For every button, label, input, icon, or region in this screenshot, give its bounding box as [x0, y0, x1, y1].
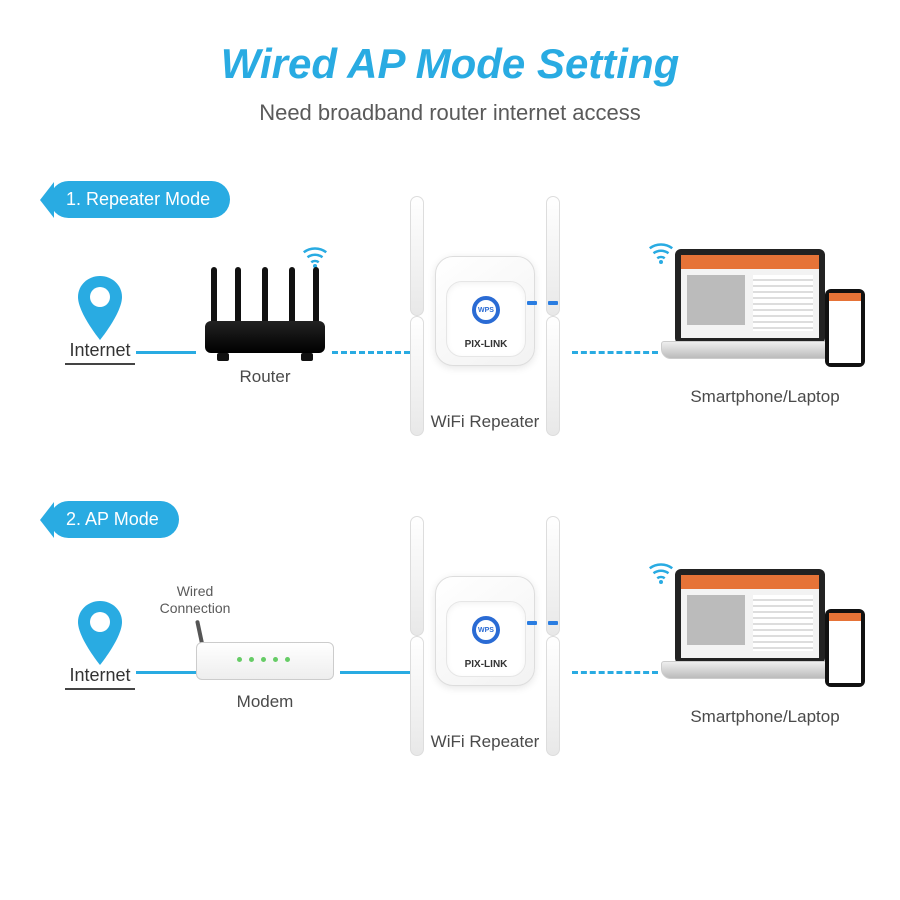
page-subtitle: Need broadband router internet access — [0, 100, 900, 126]
wps-button: WPS — [472, 296, 500, 324]
location-pin-icon — [78, 601, 122, 665]
router-icon — [195, 261, 335, 361]
wps-button: WPS — [472, 616, 500, 644]
internet-node-2: Internet — [55, 601, 145, 690]
modem-icon — [190, 616, 340, 686]
internet-label: Internet — [65, 340, 134, 365]
repeater-node-2: WPS PIX-LINK WiFi Repeater — [395, 536, 575, 752]
mode-badge-1: 1. Repeater Mode — [50, 181, 230, 218]
laptop-phone-icon — [665, 561, 865, 701]
devices-label-2: Smartphone/Laptop — [660, 707, 870, 727]
devices-label: Smartphone/Laptop — [660, 387, 870, 407]
bottom-fade — [0, 820, 900, 900]
repeater-icon: WPS PIX-LINK — [400, 216, 570, 416]
repeater-brand: PIX-LINK — [447, 659, 525, 670]
wired-connection-label: WiredConnection — [150, 583, 240, 617]
router-label: Router — [185, 367, 345, 387]
repeater-icon: WPS PIX-LINK — [400, 536, 570, 736]
modem-node: Modem — [185, 616, 345, 712]
link-repeater-devices — [572, 351, 658, 354]
mode-row-repeater: 1. Repeater Mode Internet Router — [0, 181, 900, 481]
repeater-brand: PIX-LINK — [447, 339, 525, 350]
link-internet-router — [136, 351, 196, 354]
devices-node: Smartphone/Laptop — [660, 241, 870, 407]
page-title: Wired AP Mode Setting — [0, 0, 900, 88]
repeater-node: WPS PIX-LINK WiFi Repeater — [395, 216, 575, 432]
devices-node-2: Smartphone/Laptop — [660, 561, 870, 727]
modem-label: Modem — [185, 692, 345, 712]
link-repeater-devices-2 — [572, 671, 658, 674]
location-pin-icon — [78, 276, 122, 340]
internet-label-2: Internet — [65, 665, 134, 690]
laptop-phone-icon — [665, 241, 865, 381]
mode-badge-2: 2. AP Mode — [50, 501, 179, 538]
internet-node: Internet — [55, 276, 145, 365]
link-internet-modem — [136, 671, 196, 674]
mode-row-ap: 2. AP Mode Internet WiredConnection Mode… — [0, 501, 900, 801]
router-node: Router — [185, 261, 345, 387]
